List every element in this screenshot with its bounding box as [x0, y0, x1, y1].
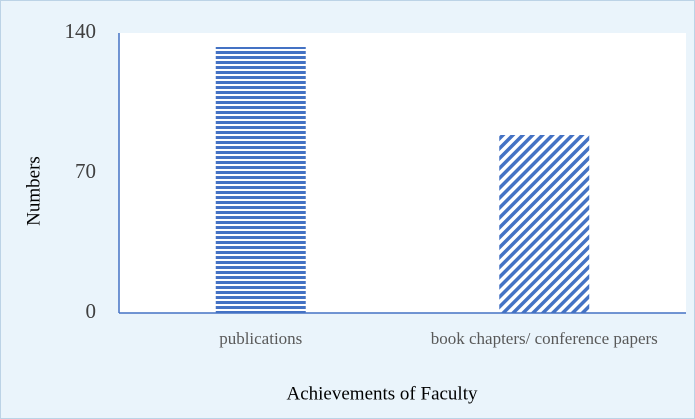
y-tick-label: 70 — [75, 159, 96, 183]
y-tick-label: 140 — [65, 19, 97, 43]
x-tick-label: publications — [219, 329, 303, 348]
bar — [215, 47, 306, 313]
y-tick-label: 0 — [86, 299, 97, 323]
x-tick-label: book chapters/ conference papers — [430, 329, 658, 348]
bar — [499, 135, 590, 313]
y-axis-title: Numbers — [23, 156, 44, 226]
x-axis-title: Achievements of Faculty — [286, 383, 478, 404]
plot-area — [119, 33, 686, 313]
